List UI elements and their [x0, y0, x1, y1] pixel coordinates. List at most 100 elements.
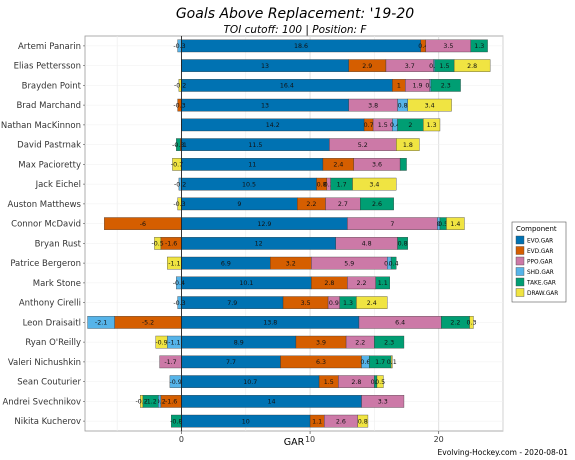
- data-label: -0.3: [173, 102, 185, 109]
- data-label: 3.4: [369, 181, 379, 188]
- data-label: 2.2: [357, 280, 367, 287]
- x-axis-title: GAR: [284, 437, 305, 448]
- data-label: 1.3: [343, 300, 353, 307]
- data-label: 0.5: [438, 221, 448, 228]
- data-label: 4.8: [362, 241, 372, 248]
- legend-label: TAKE.GAR: [526, 281, 556, 287]
- player-label: Max Pacioretty: [18, 160, 81, 170]
- data-label: 3.6: [372, 162, 382, 169]
- data-label: 1.1: [378, 280, 388, 287]
- data-label: -1.1: [168, 339, 180, 346]
- legend-items: EVO.GAR EVD.GAR PPO.GAR SHD.GAR TAKE.GAR DRAW…: [515, 235, 558, 297]
- legend-swatch: [515, 235, 525, 245]
- data-label: 13: [261, 102, 269, 109]
- data-label: 3.2: [286, 260, 296, 267]
- data-label: 11.5: [248, 142, 262, 149]
- bar-segment-shd-gar: [87, 316, 115, 329]
- data-label: 3.9: [316, 339, 326, 346]
- player-label: Andrei Svechnikov: [2, 397, 81, 407]
- data-label: 3.7: [405, 63, 415, 70]
- data-label: 10.7: [243, 379, 257, 386]
- data-label: 2.4: [367, 300, 377, 307]
- player-label: Auston Matthews: [8, 200, 82, 210]
- data-label: 1.5: [378, 122, 388, 129]
- data-label: 2.4: [333, 162, 343, 169]
- bar-segment-draw-gar: [469, 316, 474, 329]
- data-label: 0.7: [364, 122, 374, 129]
- data-label: 1.1: [312, 418, 322, 425]
- data-label: 0.3: [466, 320, 476, 327]
- data-label: -1.6: [165, 241, 177, 248]
- data-label: 1.7: [337, 181, 347, 188]
- data-label: 2.6: [372, 201, 382, 208]
- bar-segment-draw-gar: [423, 118, 441, 132]
- data-label: 2: [408, 122, 412, 129]
- data-label: -0.3: [172, 142, 184, 149]
- data-label: 1.4: [450, 221, 460, 228]
- bar-segment-take-gar: [176, 138, 181, 151]
- bars-layer: 18.6 0.4 3.5-0.3 1.313 2.9 3.7 0.1 1.5 2.816.4 1 1…: [87, 36, 491, 431]
- data-label: 0.8: [398, 241, 408, 248]
- data-label: 2.2: [306, 201, 316, 208]
- data-label: 0.1: [387, 359, 397, 366]
- data-label: 0.4: [418, 43, 428, 50]
- bar-segment-ppo-gar: [361, 395, 405, 408]
- data-label: 9: [237, 201, 241, 208]
- bar-segment-draw-gar: [407, 98, 452, 112]
- data-label: -1.7: [164, 359, 176, 366]
- bar-segment-take-gar: [430, 79, 461, 92]
- data-label: 0.2: [371, 379, 381, 386]
- data-label: 11: [248, 162, 256, 169]
- x-tick-label: 10: [305, 435, 315, 444]
- data-label: 2.8: [467, 63, 477, 70]
- data-label: 18.6: [294, 43, 308, 50]
- data-label: -0.3: [173, 43, 185, 50]
- player-label: Brayden Point: [22, 81, 82, 91]
- bar-segment-draw-gar: [453, 59, 491, 72]
- data-label: 10: [242, 418, 250, 425]
- data-label: 2.9: [362, 63, 372, 70]
- legend-title: Component: [516, 225, 557, 233]
- data-label: -0.2: [135, 399, 147, 406]
- data-label: -0.3: [173, 201, 185, 208]
- data-label: 1.3: [474, 43, 484, 50]
- data-label: 0.8: [398, 102, 408, 109]
- data-label: 12: [255, 241, 263, 248]
- bar-segment-draw-gar: [155, 335, 168, 349]
- legend-label: EVO.GAR: [527, 239, 553, 245]
- data-label: 2.8: [324, 280, 334, 287]
- player-labels: Artemi Panarin Elias Pettersson Brayden Po…: [1, 42, 85, 427]
- data-label: 6.9: [221, 260, 231, 267]
- bar-segment-take-gar: [399, 158, 407, 171]
- data-label: -1.2: [144, 399, 156, 406]
- chart-title: Goals Above Replacement: '19-20: [176, 6, 414, 22]
- bar-segment-take-gar: [390, 256, 397, 270]
- legend-label: SHD.GAR: [527, 270, 554, 276]
- bar-segment-draw-gar: [396, 138, 420, 151]
- player-label: Connor McDavid: [11, 220, 81, 230]
- plot-panel: [84, 35, 504, 432]
- legend-swatch: [515, 288, 525, 297]
- data-label: 10.1: [239, 280, 253, 287]
- data-label: 13: [261, 63, 269, 70]
- player-label: Artemi Panarin: [18, 42, 81, 52]
- data-label: 13.8: [263, 320, 277, 327]
- data-label: -0.2: [174, 181, 186, 188]
- data-label: 2.2: [355, 339, 365, 346]
- data-label: 0.6: [360, 359, 370, 366]
- player-label: Anthony Cirelli: [19, 299, 81, 309]
- data-label: 0.8: [317, 181, 327, 188]
- data-label: 2.6: [336, 418, 346, 425]
- data-label: 0.3: [324, 181, 334, 188]
- data-label: 2.3: [441, 83, 451, 90]
- data-label: -0.9: [155, 339, 167, 346]
- player-label: Leon Draisaitl: [23, 318, 81, 328]
- bar-segment-take-gar: [374, 335, 405, 349]
- data-label: 1.8: [403, 142, 413, 149]
- data-label: 1: [397, 83, 401, 90]
- data-label: -1.6: [165, 399, 177, 406]
- legend-swatch: [515, 246, 525, 255]
- data-label: 0: [437, 221, 441, 228]
- data-label: 0.4: [389, 260, 399, 267]
